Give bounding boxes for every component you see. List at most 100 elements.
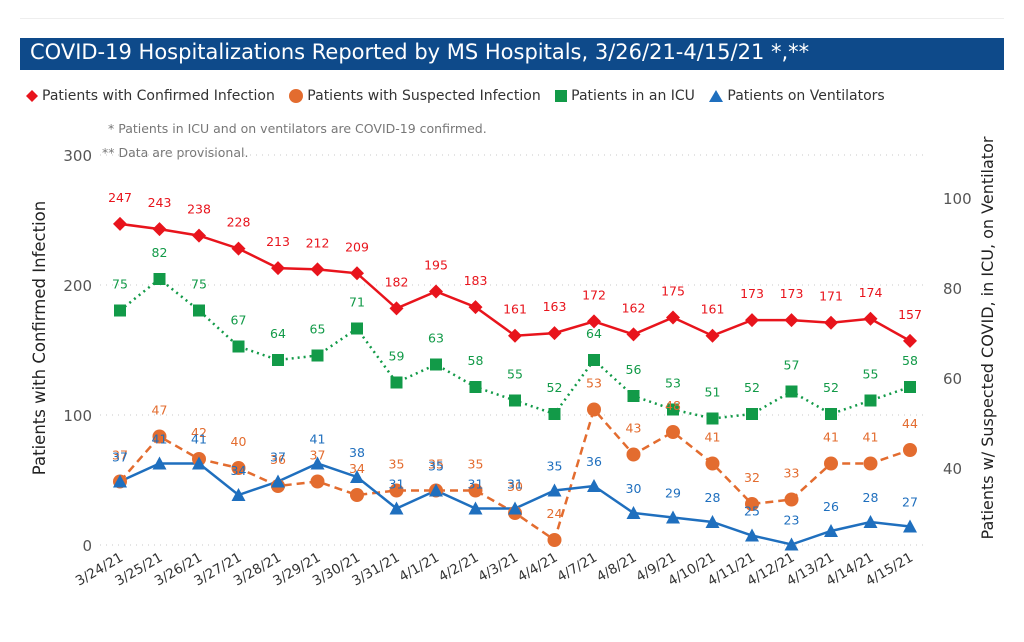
data-label: 64: [270, 326, 286, 341]
data-label: 67: [231, 313, 247, 328]
data-label: 238: [187, 202, 211, 217]
data-label: 171: [819, 289, 843, 304]
icu-point: [509, 394, 521, 407]
confirmed-point: [587, 314, 601, 329]
square-icon: [555, 90, 568, 102]
data-label: 35: [389, 457, 405, 472]
chart-title: COVID-19 Hospitalizations Reported by MS…: [30, 40, 810, 64]
legend-label-ventilators: Patients on Ventilators: [727, 88, 885, 104]
confirmed-point: [468, 300, 483, 315]
data-label: 55: [507, 367, 523, 382]
data-label: 28: [863, 490, 879, 505]
ventilator-point: [508, 501, 522, 515]
data-label: 209: [345, 239, 369, 254]
ventilator-point: [745, 528, 759, 542]
data-label: 36: [270, 452, 286, 467]
data-label: 47: [152, 403, 168, 418]
data-label: 162: [622, 300, 646, 315]
ventilator-point: [350, 470, 364, 483]
data-label: 36: [586, 454, 602, 469]
data-label: 55: [863, 367, 879, 382]
data-label: 34: [349, 461, 365, 476]
icu-point: [272, 354, 284, 366]
data-label: 25: [744, 504, 760, 519]
icu-point: [351, 322, 363, 335]
legend-label-suspected: Patients with Suspected Infection: [307, 88, 541, 104]
data-label: 175: [661, 284, 685, 299]
confirmed-point: [508, 328, 522, 343]
confirmed-point: [310, 262, 325, 277]
ventilator-point: [784, 537, 799, 551]
y2-tick-label: 80: [943, 280, 962, 298]
y-axis-title: Patients with Confirmed Infection: [30, 201, 49, 475]
data-label: 43: [626, 421, 642, 436]
icu-point: [469, 381, 482, 393]
chart-title-bar: COVID-19 Hospitalizations Reported by MS…: [20, 38, 1004, 70]
confirmed-point: [626, 327, 641, 342]
data-label: 52: [744, 380, 760, 395]
confirmed-point: [863, 311, 878, 326]
data-label: 42: [191, 425, 207, 440]
data-label: 26: [823, 499, 839, 514]
suspected-point: [784, 492, 799, 507]
legend-item-confirmed[interactable]: Patients with Confirmed Infection: [26, 88, 275, 104]
ventilator-point: [271, 474, 285, 488]
icu-point: [746, 408, 758, 420]
data-label: 212: [306, 235, 330, 250]
x-tick-label: 4/4/21: [515, 550, 561, 586]
data-label: 35: [428, 457, 444, 472]
data-label: 163: [543, 299, 567, 314]
suspected-point: [468, 483, 483, 498]
confirmed-point: [429, 284, 443, 299]
icu-point: [548, 408, 561, 420]
data-label: 29: [665, 486, 681, 501]
data-label: 65: [310, 322, 326, 337]
ventilator-point: [863, 515, 878, 528]
data-label: 28: [705, 490, 721, 505]
data-label: 31: [507, 477, 523, 492]
data-label: 44: [902, 416, 918, 431]
confirmed-point: [903, 333, 917, 348]
legend-item-suspected[interactable]: Patients with Suspected Infection: [289, 88, 541, 104]
y2-tick-label: 100: [943, 190, 972, 208]
data-label: 27: [902, 495, 918, 510]
data-label: 157: [898, 307, 922, 322]
data-label: 31: [468, 477, 484, 492]
triangle-icon: [709, 90, 724, 102]
data-label: 213: [266, 234, 290, 249]
data-label: 182: [385, 274, 409, 289]
icu-point: [430, 358, 442, 371]
data-label: 173: [780, 286, 804, 301]
confirmed-point: [152, 222, 167, 237]
icu-point: [667, 403, 679, 416]
suspected-point: [350, 488, 364, 502]
data-label: 243: [148, 195, 172, 210]
icu-point: [904, 381, 916, 393]
legend-label-icu: Patients in an ICU: [571, 88, 695, 104]
data-label: 57: [784, 358, 800, 373]
data-label: 173: [740, 286, 764, 301]
data-label: 59: [389, 349, 405, 364]
icu-point: [153, 273, 166, 285]
data-label: 172: [582, 287, 606, 302]
data-label: 52: [823, 380, 839, 395]
data-label: 33: [784, 466, 800, 481]
icu-point: [390, 376, 403, 389]
data-label: 31: [389, 477, 405, 492]
circle-icon: [289, 89, 304, 103]
icu-point: [232, 340, 245, 353]
suspected-point: [903, 443, 917, 457]
ventilator-point: [192, 456, 206, 470]
data-label: 38: [349, 445, 365, 460]
data-label: 63: [428, 331, 444, 346]
data-label: 52: [547, 380, 563, 395]
data-label: 64: [586, 326, 602, 341]
suspected-point: [863, 456, 878, 471]
legend-item-ventilators[interactable]: Patients on Ventilators: [709, 88, 885, 104]
data-label: 195: [424, 258, 448, 273]
data-label: 40: [231, 434, 247, 449]
confirmed-point: [705, 328, 720, 343]
icu-point: [864, 394, 877, 407]
suspected-point: [705, 456, 720, 471]
legend-item-icu[interactable]: Patients in an ICU: [555, 88, 695, 104]
